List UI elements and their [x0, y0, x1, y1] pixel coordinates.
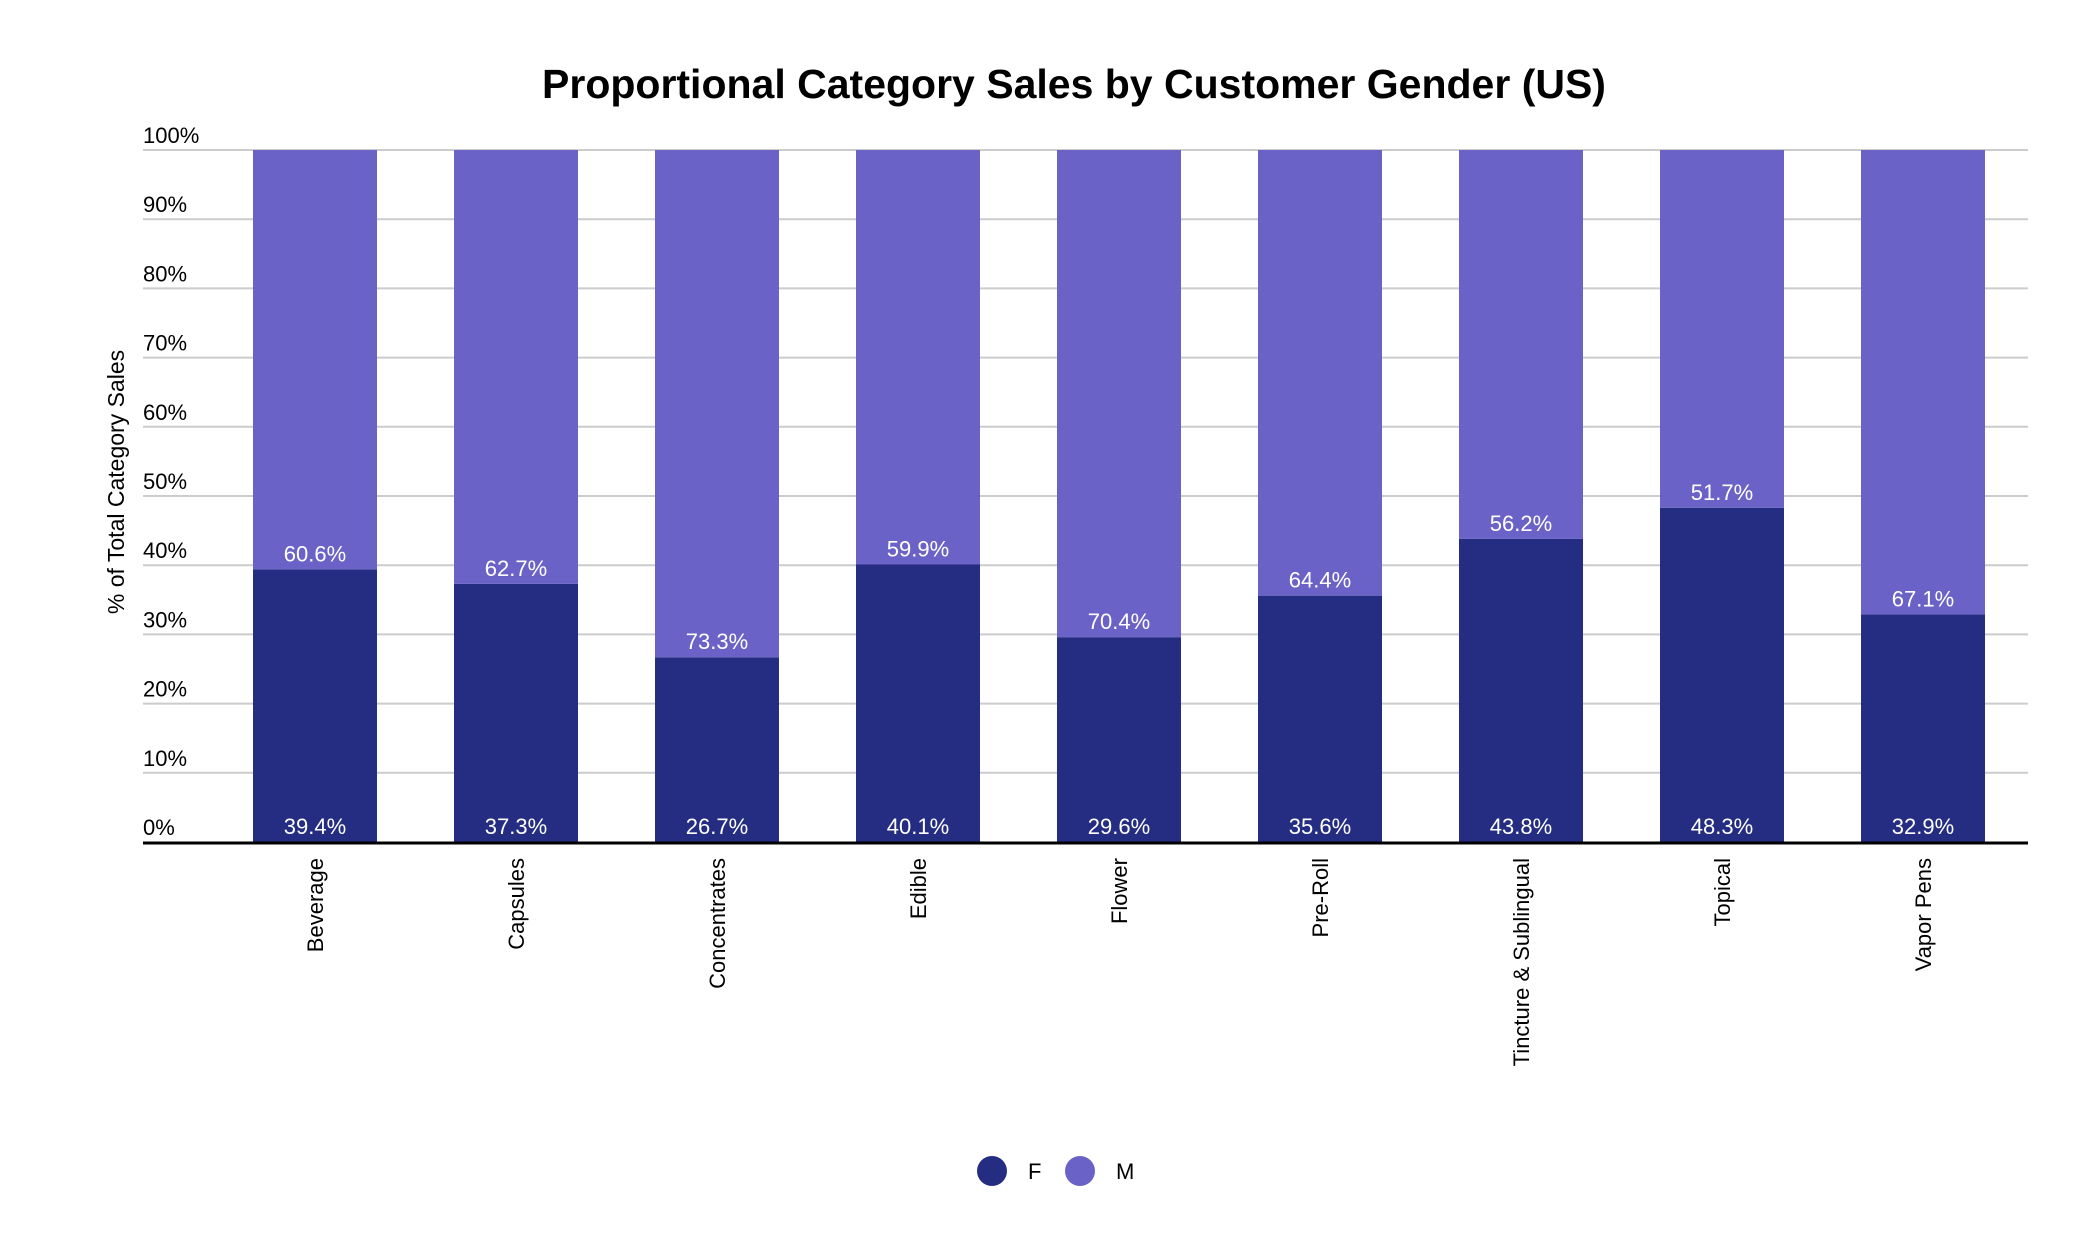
- bar-m: [1258, 150, 1382, 596]
- legend-label: F: [1028, 1159, 1041, 1184]
- y-tick-label: 90%: [143, 192, 187, 217]
- bar-f: [253, 569, 377, 842]
- bar-f: [1660, 507, 1784, 842]
- category-label: Vapor Pens: [1911, 858, 1936, 971]
- data-label: 56.2%: [1490, 511, 1552, 536]
- legend-label: M: [1116, 1159, 1134, 1184]
- legend-swatch-f: [977, 1156, 1007, 1186]
- category-label: Edible: [906, 858, 931, 919]
- y-tick-label: 40%: [143, 538, 187, 563]
- bar-m: [1057, 150, 1181, 638]
- data-label: 62.7%: [485, 556, 547, 581]
- bar-m: [1861, 150, 1985, 615]
- category-label: Concentrates: [705, 858, 730, 989]
- bar-f: [454, 583, 578, 842]
- data-label: 32.9%: [1892, 814, 1954, 839]
- y-tick-label: 70%: [143, 331, 187, 356]
- data-label: 48.3%: [1691, 814, 1753, 839]
- category-label: Capsules: [504, 858, 529, 950]
- data-label: 59.9%: [887, 537, 949, 562]
- category-labels: Beverage Capsules Concentrates Edible Flower…: [303, 858, 1936, 1066]
- y-tick-label: 30%: [143, 607, 187, 632]
- bar-f: [1459, 538, 1583, 842]
- data-label: 67.1%: [1892, 586, 1954, 611]
- bar-f: [1861, 614, 1985, 842]
- data-label: 40.1%: [887, 814, 949, 839]
- legend-swatch-m: [1065, 1156, 1095, 1186]
- y-tick-label: 50%: [143, 469, 187, 494]
- bar-m: [454, 150, 578, 584]
- data-label: 64.4%: [1289, 568, 1351, 593]
- category-label: Pre-Roll: [1308, 858, 1333, 937]
- category-label: Beverage: [303, 858, 328, 952]
- bar-f: [1057, 637, 1181, 842]
- chart-title: Proportional Category Sales by Customer …: [542, 61, 1606, 107]
- y-tick-label: 100%: [143, 123, 199, 148]
- bar-f: [1258, 595, 1382, 842]
- y-tick-label: 80%: [143, 261, 187, 286]
- data-label: 35.6%: [1289, 814, 1351, 839]
- data-label: 70.4%: [1088, 609, 1150, 634]
- bar-m: [1660, 150, 1784, 508]
- y-tick-label: 0%: [143, 815, 175, 840]
- y-tick-label: 20%: [143, 677, 187, 702]
- data-label: 60.6%: [284, 541, 346, 566]
- y-tick-label: 60%: [143, 400, 187, 425]
- data-label: 43.8%: [1490, 814, 1552, 839]
- bar-m: [856, 150, 980, 565]
- data-label: 51.7%: [1691, 480, 1753, 505]
- data-label: 37.3%: [485, 814, 547, 839]
- category-label: Topical: [1710, 858, 1735, 926]
- data-label: 73.3%: [686, 629, 748, 654]
- bar-m: [655, 150, 779, 658]
- category-label: Tincture & Sublingual: [1509, 858, 1534, 1066]
- bars: 39.4% 60.6% 37.3% 62.7% 26.7% 73.3% 40.1% 59.9%…: [253, 150, 1985, 842]
- bar-f: [856, 564, 980, 842]
- y-axis-ticks: 0% 10% 20% 30% 40% 50% 60% 70% 80% 90% 100%: [143, 123, 199, 840]
- data-label: 29.6%: [1088, 814, 1150, 839]
- bar-m: [253, 150, 377, 570]
- category-label: Flower: [1107, 858, 1132, 924]
- bar-m: [1459, 150, 1583, 539]
- data-label: 39.4%: [284, 814, 346, 839]
- y-tick-label: 10%: [143, 746, 187, 771]
- data-label: 26.7%: [686, 814, 748, 839]
- bar-f: [655, 657, 779, 842]
- y-axis-title: % of Total Category Sales: [103, 350, 129, 614]
